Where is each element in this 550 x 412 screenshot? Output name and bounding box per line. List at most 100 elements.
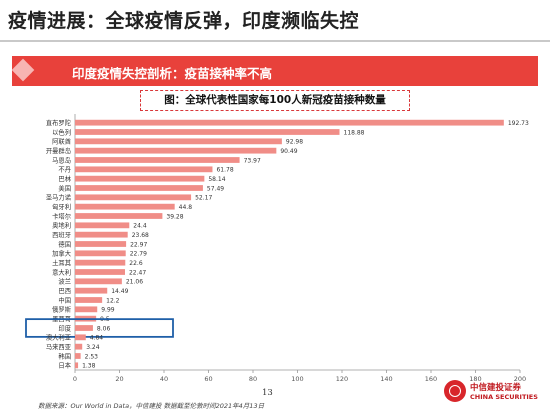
bar (75, 250, 126, 257)
bar (75, 287, 108, 294)
bar (75, 297, 103, 303)
page-title: 疫情进展：全球疫情反弹，印度濒临失控 (8, 10, 360, 32)
value-label: 90.49 (280, 148, 297, 155)
value-label: 8.06 (97, 325, 111, 332)
category-label: 开曼群岛 (46, 146, 71, 155)
value-label: 2.53 (85, 353, 99, 360)
category-label: 圣马力诺 (46, 193, 72, 202)
bar (75, 259, 126, 266)
value-label: 92.98 (286, 139, 303, 146)
bar (75, 306, 98, 313)
value-label: 52.17 (195, 195, 212, 202)
category-label: 中国 (58, 295, 71, 304)
x-tick-label: 120 (336, 375, 348, 383)
category-label: 阿联酋 (52, 137, 71, 146)
category-label: 韩国 (58, 351, 71, 360)
value-label: 58.14 (208, 176, 225, 183)
x-tick-label: 160 (425, 375, 437, 383)
bar (75, 241, 127, 247)
chart-caption: 图：全球代表性国家每100人新冠疫苗接种数量 (140, 90, 410, 111)
value-label: 192.73 (508, 120, 529, 127)
bar (75, 194, 192, 201)
value-label: 3.24 (86, 344, 100, 351)
value-label: 1.38 (82, 363, 96, 370)
value-label: 22.97 (130, 241, 147, 248)
title-divider (0, 40, 550, 42)
bar (75, 157, 240, 163)
value-label: 39.28 (166, 213, 183, 220)
bar (75, 203, 175, 210)
category-label: 卡塔尔 (52, 211, 71, 220)
bar (75, 138, 282, 145)
bar (75, 362, 79, 369)
category-label: 西班牙 (52, 230, 71, 239)
category-label: 波兰 (58, 277, 71, 286)
value-label: 14.49 (111, 288, 128, 295)
x-tick-label: 40 (160, 375, 168, 383)
bar (75, 278, 122, 285)
category-label: 巴林 (58, 174, 71, 183)
category-label: 加拿大 (52, 249, 72, 258)
category-label: 德国 (58, 239, 71, 248)
bar (75, 166, 213, 173)
value-label: 44.8 (179, 204, 193, 211)
category-label: 奥地利 (52, 221, 71, 230)
page-number: 13 (262, 388, 273, 398)
brand-name-cn: 中信建投证券 (470, 383, 522, 393)
value-label: 22.79 (130, 251, 147, 258)
value-label: 9.99 (101, 307, 115, 314)
bar (75, 334, 86, 341)
category-label: 巴西 (58, 287, 71, 295)
category-label: 以色列 (52, 127, 71, 136)
category-label: 匈牙利 (52, 202, 71, 211)
category-label: 澳大利亚 (46, 333, 72, 342)
value-label: 118.88 (344, 129, 365, 136)
x-tick-label: 100 (291, 375, 303, 383)
value-label: 57.49 (207, 185, 224, 192)
bar (75, 213, 163, 219)
category-label: 马恩岛 (52, 155, 71, 164)
value-label: 22.47 (129, 269, 146, 276)
category-label: 直布罗陀 (46, 118, 71, 127)
category-label: 意大利 (52, 267, 71, 276)
bar (75, 231, 128, 238)
value-label: 61.78 (216, 167, 233, 174)
category-label: 印度 (58, 323, 71, 332)
section-banner: 印度疫情失控剖析：疫苗接种率不高 (11, 56, 538, 86)
bar (75, 175, 205, 182)
value-label: 9.5 (100, 316, 110, 323)
bar (75, 129, 340, 135)
bar (75, 325, 93, 331)
value-label: 21.06 (126, 279, 143, 286)
bar (75, 147, 277, 154)
category-label: 马来西亚 (46, 343, 72, 351)
x-tick-label: 140 (380, 375, 392, 383)
x-tick-label: 80 (249, 375, 257, 383)
x-tick-label: 0 (73, 375, 77, 383)
category-label: 俄罗斯 (52, 305, 72, 314)
x-tick-label: 60 (204, 375, 212, 383)
bar (75, 119, 504, 126)
source-note: 数据来源：Our World in Data，中信建投 数据截至伦敦时间2021… (38, 402, 265, 410)
value-label: 4.84 (90, 335, 104, 342)
category-label: 日本 (58, 361, 71, 370)
value-label: 23.68 (132, 232, 149, 239)
banner-text: 印度疫情失控剖析：疫苗接种率不高 (72, 66, 273, 81)
value-label: 73.97 (244, 157, 261, 164)
brand-name-en: CHINA SECURITIES (470, 393, 538, 401)
category-label: 美国 (58, 183, 71, 192)
x-tick-label: 20 (115, 375, 123, 383)
bar (75, 185, 203, 191)
diamond-decoration-icon (11, 58, 35, 82)
bar (75, 353, 81, 359)
bar (75, 269, 125, 275)
value-label: 24.4 (133, 223, 147, 230)
category-label: 不丹 (58, 166, 71, 174)
citic-logo-icon (444, 380, 466, 402)
bar (75, 222, 130, 229)
brand-logo-block: 中信建投证券 CHINA SECURITIES (444, 380, 550, 410)
bar (75, 315, 97, 322)
india-highlight-box (25, 318, 174, 338)
value-label: 12.2 (106, 297, 120, 304)
value-label: 22.6 (129, 260, 143, 267)
